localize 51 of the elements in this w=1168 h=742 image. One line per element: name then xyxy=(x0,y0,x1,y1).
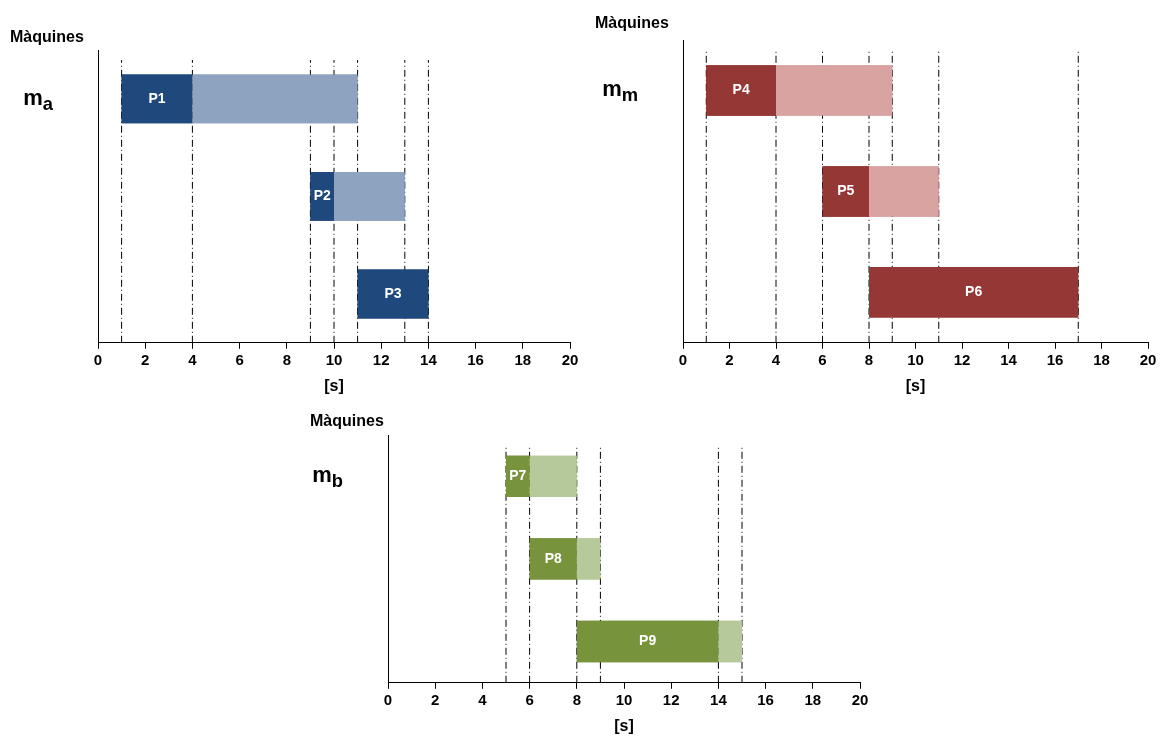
x-tick-label: 0 xyxy=(383,690,393,708)
x-tick-label: 4 xyxy=(478,690,488,708)
x-tick-label: 4 xyxy=(771,350,781,368)
x-tick-label: 6 xyxy=(235,350,244,368)
y-tick-label: m$_{b}$ xyxy=(311,462,343,493)
x-tick-label: 16 xyxy=(467,350,484,368)
annotation: P9 xyxy=(639,632,657,649)
x-tick-label: 2 xyxy=(141,350,150,368)
x-tick-label: 20 xyxy=(561,350,579,368)
x-tick-label: 6 xyxy=(525,690,534,708)
x-tick-label: 0 xyxy=(678,350,688,368)
x-tick-label: 10 xyxy=(325,350,343,368)
annotation: P4 xyxy=(732,81,750,98)
x-tick-label: 12 xyxy=(953,350,971,368)
x-tick-label: 8 xyxy=(864,350,874,368)
x-tick-label: 14 xyxy=(1000,350,1018,368)
x-tick-label: 16 xyxy=(757,690,774,708)
y-axis-title: Màquines xyxy=(595,14,669,32)
y-tick-label: m$_{m}$ xyxy=(601,76,638,107)
y-tick-label: m$_{a}$ xyxy=(22,84,53,116)
x-tick-label: 14 xyxy=(420,350,438,368)
y-axis-title: Màquines xyxy=(310,412,384,430)
annotation: P1 xyxy=(148,89,166,106)
x-tick-label: 8 xyxy=(572,690,581,708)
x-tick-label: 18 xyxy=(1093,350,1110,368)
annotation: P7 xyxy=(509,467,527,484)
x-tick-label: 18 xyxy=(804,690,822,708)
x-tick-label: 10 xyxy=(615,690,633,708)
annotation: P5 xyxy=(837,182,855,199)
x-tick-label: 10 xyxy=(907,350,924,368)
x-tick-label: 4 xyxy=(188,350,198,368)
x-axis-title: [s] xyxy=(905,376,926,394)
x-tick-label: 0 xyxy=(93,350,103,368)
x-tick-label: 14 xyxy=(710,690,728,708)
x-tick-label: 2 xyxy=(725,350,734,368)
annotation: P2 xyxy=(313,187,331,204)
x-tick-label: 6 xyxy=(818,350,827,368)
x-tick-label: 20 xyxy=(1139,350,1157,368)
x-tick-label: 12 xyxy=(372,350,390,368)
annotation: P6 xyxy=(965,283,983,300)
x-tick-label: 18 xyxy=(514,350,532,368)
x-axis-title: [s] xyxy=(614,716,634,734)
x-tick-label: 8 xyxy=(282,350,291,368)
annotation: P3 xyxy=(384,284,402,301)
annotation: P8 xyxy=(544,549,562,566)
x-tick-label: 2 xyxy=(431,690,440,708)
x-tick-label: 16 xyxy=(1046,350,1064,368)
x-tick-label: 12 xyxy=(662,690,680,708)
y-axis-title: Màquines xyxy=(10,28,84,46)
x-tick-label: 20 xyxy=(851,690,869,708)
x-axis-title: [s] xyxy=(324,376,344,394)
